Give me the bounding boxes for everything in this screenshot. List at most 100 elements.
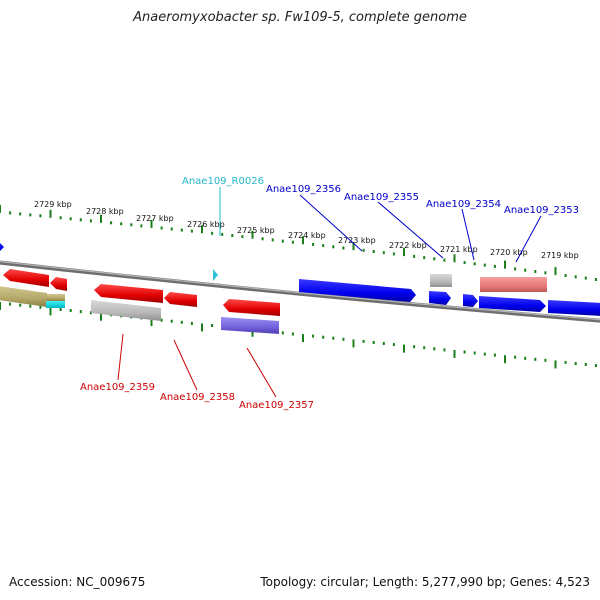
minor-tick (79, 310, 82, 314)
minor-tick (160, 226, 163, 230)
gene-box[interactable] (480, 277, 547, 292)
major-tick (504, 355, 506, 364)
minor-tick (322, 335, 325, 339)
minor-tick (19, 212, 22, 216)
major-tick (100, 214, 102, 223)
gene-box[interactable] (430, 274, 452, 287)
minor-tick (221, 232, 224, 236)
gene-label[interactable]: Anae109_2355 (344, 192, 419, 203)
gene-arrow[interactable] (479, 296, 546, 312)
minor-tick (59, 216, 62, 220)
gene-label[interactable]: Anae109_R0026 (182, 176, 264, 187)
major-tick (150, 219, 153, 228)
major-tick (302, 236, 304, 245)
minor-tick (170, 227, 173, 231)
minor-tick (594, 278, 597, 281)
gene-arrow[interactable] (299, 279, 416, 302)
scale-label: 2726 kbp (187, 220, 225, 229)
major-tick (302, 334, 304, 343)
minor-tick (130, 223, 133, 227)
gene-box[interactable] (46, 301, 65, 308)
minor-tick (423, 256, 426, 260)
gene-label[interactable]: Anae109_2354 (426, 199, 501, 210)
scale-label: 2722 kbp (389, 241, 427, 250)
gene-arrow[interactable] (429, 291, 451, 305)
minor-tick (392, 343, 395, 347)
scale-label: 2724 kbp (288, 231, 326, 240)
gene-arrow[interactable] (0, 241, 4, 253)
minor-tick (140, 224, 143, 228)
major-tick (0, 205, 1, 213)
minor-tick (9, 302, 12, 306)
minor-tick (594, 364, 597, 368)
gene-label[interactable]: Anae109_2358 (160, 392, 235, 403)
minor-tick (190, 321, 193, 325)
gene-box[interactable] (47, 294, 65, 301)
gene-label[interactable]: Anae109_2356 (266, 184, 341, 195)
topology-text: Topology: circular; Length: 5,277,990 bp… (260, 575, 590, 589)
scale-label: 2729 kbp (34, 200, 72, 209)
minor-tick (483, 263, 486, 267)
scale-label: 2725 kbp (237, 226, 275, 235)
scale-label: 2721 kbp (440, 245, 478, 254)
scale-label: 2728 kbp (86, 207, 124, 216)
major-tick (49, 209, 52, 218)
minor-tick (332, 336, 335, 340)
gene-arrow[interactable] (223, 299, 280, 316)
gene-box[interactable] (221, 317, 279, 334)
minor-tick (433, 347, 436, 351)
scale-ticks-top (0, 205, 597, 281)
minor-tick (574, 275, 577, 279)
gene-label[interactable]: Anae109_2353 (504, 205, 579, 216)
minor-tick (261, 237, 264, 241)
major-tick (554, 360, 557, 369)
minor-tick (483, 352, 486, 356)
minor-tick (544, 358, 547, 362)
minor-tick (493, 264, 496, 268)
major-tick (49, 307, 52, 316)
gene-arrow[interactable] (164, 292, 197, 307)
minor-tick (29, 304, 32, 308)
gene-label[interactable]: Anae109_2357 (239, 400, 314, 411)
major-tick (251, 230, 254, 239)
gene-arrow[interactable] (548, 300, 600, 316)
minor-tick (211, 324, 214, 327)
minor-tick (362, 248, 365, 252)
minor-tick (372, 341, 375, 344)
minor-tick (392, 252, 395, 256)
major-tick (453, 349, 456, 358)
minor-tick (281, 331, 284, 335)
minor-tick (413, 345, 416, 349)
gene-arrow[interactable] (463, 294, 478, 307)
genome-backbone-highlight (0, 260, 600, 321)
gene-label[interactable]: Anae109_2359 (80, 382, 155, 393)
gene-box[interactable] (0, 286, 47, 307)
minor-tick (423, 346, 426, 350)
minor-tick (39, 214, 42, 218)
scale-label: 2719 kbp (541, 251, 579, 260)
gene-arrow[interactable] (213, 269, 218, 281)
gene-arrow[interactable] (50, 277, 67, 291)
minor-tick (211, 231, 214, 235)
minor-tick (574, 362, 577, 365)
genome-backbone (0, 260, 600, 323)
major-tick (352, 242, 355, 251)
minor-tick (89, 311, 92, 315)
major-tick (554, 267, 557, 276)
major-tick (504, 260, 506, 269)
minor-tick (79, 218, 82, 222)
genes-forward-strand (0, 241, 600, 316)
minor-tick (120, 222, 123, 226)
major-tick (0, 302, 1, 310)
gene-arrow[interactable] (3, 269, 49, 287)
gene-box[interactable] (91, 300, 161, 321)
major-tick (150, 318, 153, 327)
major-tick (403, 344, 405, 353)
gene-arrow[interactable] (94, 284, 163, 303)
minor-tick (534, 357, 537, 361)
minor-tick (382, 251, 385, 255)
minor-tick (564, 274, 567, 277)
gene-labels: Anae109_R0026 Anae109_2356 Anae109_2355 … (80, 176, 579, 411)
minor-tick (39, 305, 42, 309)
